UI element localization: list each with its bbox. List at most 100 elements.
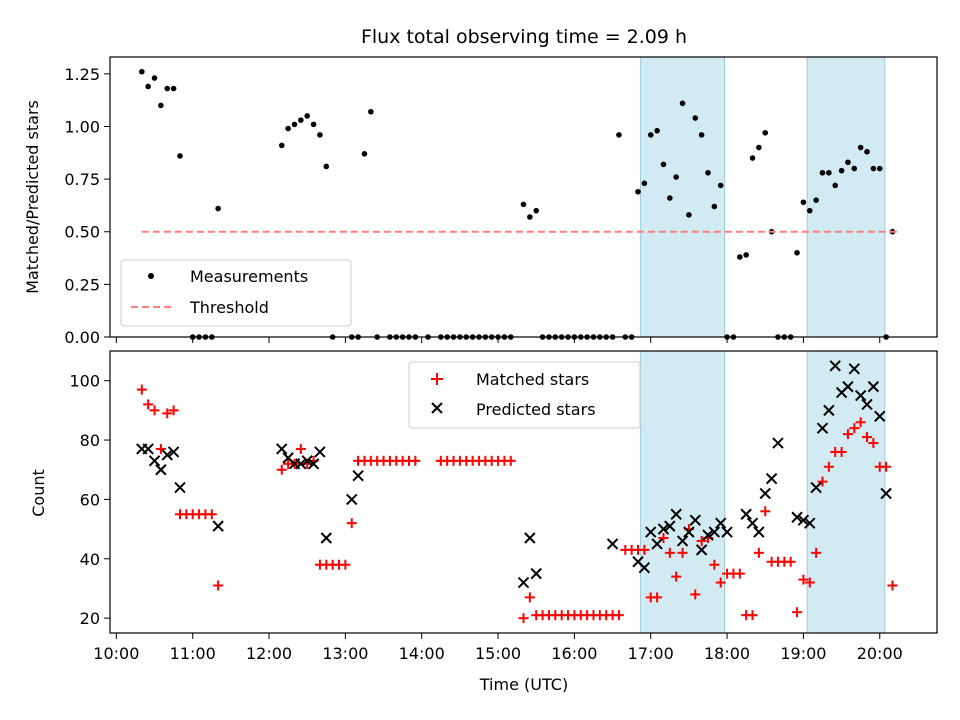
predicted-stars-point bbox=[829, 360, 841, 372]
predicted-stars-point bbox=[352, 469, 364, 482]
measurement-point bbox=[832, 182, 839, 189]
predicted-stars-point bbox=[606, 538, 619, 550]
predicted-stars-point bbox=[167, 446, 180, 458]
measurement-point bbox=[800, 199, 807, 206]
measurement-point bbox=[806, 207, 813, 214]
matched-stars-point bbox=[518, 613, 529, 624]
y-tick-label: 100 bbox=[69, 372, 100, 391]
predicted-stars-point bbox=[142, 443, 154, 455]
x-tick-label: 15:00 bbox=[475, 644, 521, 663]
measurement-point bbox=[673, 174, 679, 180]
y-tick-label: 20 bbox=[80, 609, 100, 628]
matched-stars-point bbox=[696, 535, 707, 546]
matched-stars-point bbox=[690, 589, 701, 600]
y-tick-label: 0.00 bbox=[64, 328, 100, 347]
measurement-point bbox=[756, 144, 762, 151]
predicted-stars-point bbox=[816, 422, 829, 434]
predicted-stars-point bbox=[797, 514, 810, 526]
measurement-point bbox=[278, 142, 285, 149]
legend-label-predicted: Predicted stars bbox=[476, 400, 596, 419]
matched-stars-point bbox=[855, 417, 866, 428]
predicted-stars-point bbox=[295, 458, 307, 470]
x-tick-label: 18:00 bbox=[704, 644, 750, 663]
shaded-window-1 bbox=[640, 350, 726, 634]
matched-stars-point bbox=[295, 443, 306, 454]
measurement-point bbox=[845, 159, 851, 166]
predicted-stars-point bbox=[346, 493, 358, 506]
ratio-x-ticks bbox=[115, 337, 881, 343]
predicted-stars-point bbox=[276, 443, 288, 455]
matched-stars-point bbox=[753, 547, 764, 558]
predicted-stars-point bbox=[676, 535, 689, 547]
count-x-ticks: 10:00 11:00 12:00 13:00 14:00 15:00 16:00 17:00… bbox=[93, 633, 903, 663]
predicted-stars-point bbox=[746, 517, 759, 529]
predicted-stars-point bbox=[861, 398, 873, 411]
matched-stars-point bbox=[887, 580, 898, 591]
predicted-stars-point bbox=[517, 576, 530, 589]
predicted-stars-point bbox=[664, 520, 676, 532]
predicted-stars-point bbox=[695, 544, 708, 556]
predicted-stars-point bbox=[753, 526, 765, 538]
predicted-stars-point bbox=[702, 529, 714, 541]
measurement-point bbox=[368, 108, 374, 115]
matched-stars-point bbox=[709, 559, 720, 570]
matched-stars-point bbox=[639, 544, 650, 555]
y-tick-label: 0.75 bbox=[64, 170, 100, 189]
measurement-point bbox=[819, 169, 826, 176]
predicted-stars-point bbox=[854, 389, 867, 402]
measurement-point bbox=[813, 197, 819, 203]
count-axes-frame bbox=[109, 350, 938, 634]
x-tick-label: 11:00 bbox=[170, 644, 216, 663]
count-y-ticks: 20 40 60 80 100 bbox=[69, 372, 110, 628]
measurement-point bbox=[323, 163, 330, 170]
predicted-stars-point bbox=[148, 455, 161, 467]
predicted-stars-point bbox=[155, 464, 167, 476]
predicted-stars-point bbox=[174, 481, 186, 494]
legend-label-matched: Matched stars bbox=[476, 370, 589, 389]
legend-label-measurements: Measurements bbox=[190, 267, 308, 286]
matched-stars-point bbox=[505, 455, 516, 466]
measurement-point bbox=[527, 214, 533, 220]
measurement-point bbox=[838, 167, 845, 174]
predicted-stars-point bbox=[810, 481, 822, 494]
matched-stars-point bbox=[652, 592, 663, 603]
y-tick-label: 60 bbox=[80, 490, 100, 509]
measurement-point bbox=[145, 83, 151, 90]
matched-stars-point bbox=[410, 455, 421, 466]
predicted-stars-point bbox=[645, 526, 657, 538]
matched-stars-point bbox=[143, 399, 154, 410]
x-tick-label: 19:00 bbox=[780, 644, 826, 663]
x-tick-label: 17:00 bbox=[628, 644, 674, 663]
measurement-point bbox=[298, 117, 304, 123]
matched-stars-point bbox=[792, 607, 803, 618]
measurement-point bbox=[533, 207, 540, 214]
predicted-stars-point bbox=[759, 487, 771, 500]
matched-stars-point bbox=[658, 533, 669, 544]
measurement-point bbox=[660, 161, 667, 168]
predicted-stars-point bbox=[842, 380, 854, 393]
measurement-point bbox=[794, 249, 800, 256]
predicted-stars-point bbox=[804, 517, 816, 529]
matched-stars-point bbox=[881, 461, 892, 472]
matched-stars-point bbox=[677, 547, 688, 558]
matched-stars-point bbox=[785, 556, 796, 567]
matched-stars-point bbox=[849, 423, 860, 434]
count-panel: 20 40 60 80 100 10:00 11:00 12:00 13:00 14:00 15:… bbox=[29, 350, 938, 694]
measurement-point bbox=[864, 148, 870, 155]
measurement-point bbox=[520, 201, 527, 208]
matched-stars-point bbox=[524, 592, 535, 603]
x-tick-label: 14:00 bbox=[399, 644, 445, 663]
matched-stars-point bbox=[715, 577, 726, 588]
shaded-window-2 bbox=[806, 56, 886, 338]
predicted-stars-point bbox=[301, 455, 313, 467]
measurement-point bbox=[310, 121, 317, 128]
matched-stars-point bbox=[734, 568, 745, 579]
matched-stars-point bbox=[136, 384, 147, 395]
predicted-stars-point bbox=[683, 526, 695, 538]
measurement-point bbox=[647, 132, 654, 138]
predicted-stars-point bbox=[307, 458, 320, 470]
ratio-legend: Measurements Threshold bbox=[120, 259, 352, 327]
measurement-point bbox=[164, 85, 171, 92]
y-tick-label: 80 bbox=[80, 431, 100, 450]
